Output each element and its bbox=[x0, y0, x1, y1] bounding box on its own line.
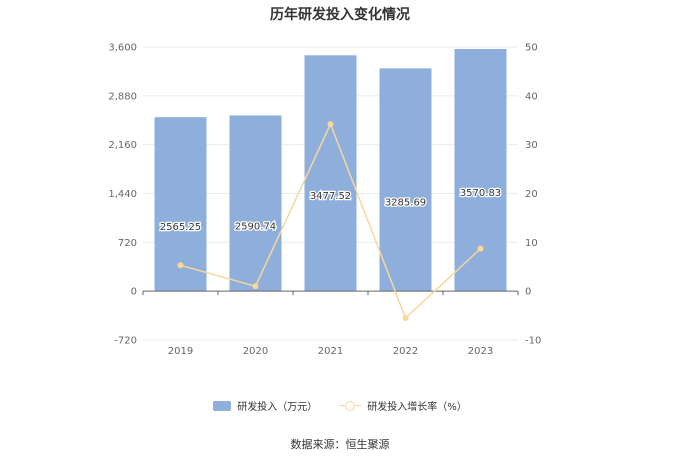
bar bbox=[454, 48, 507, 292]
y-left-tick-label: 0 bbox=[131, 287, 137, 298]
bar-data-label: 3570.83 bbox=[460, 188, 501, 199]
y-right-tick-label: 40 bbox=[525, 91, 538, 102]
x-tick-label: 2020 bbox=[243, 346, 268, 357]
legend-item-rd-investment[interactable]: 研发投入（万元） bbox=[213, 398, 317, 413]
y-right-tick-label: -10 bbox=[525, 336, 541, 347]
y-left-tick-label: 2,160 bbox=[108, 140, 137, 151]
growth-rate-point bbox=[477, 245, 484, 252]
bar bbox=[229, 115, 282, 292]
bar bbox=[379, 68, 432, 292]
legend-label-growth-rate: 研发投入增长率（%） bbox=[367, 402, 467, 413]
y-right-tick-label: 20 bbox=[525, 189, 538, 200]
data-source: 数据来源：恒生聚源 bbox=[290, 438, 390, 451]
bar-data-label: 3477.52 bbox=[310, 191, 351, 202]
y-right-tick-label: 10 bbox=[525, 238, 538, 249]
growth-rate-point bbox=[327, 121, 334, 128]
y-left-tick-label: 2,880 bbox=[108, 91, 137, 102]
x-tick-label: 2021 bbox=[318, 346, 343, 357]
x-tick-label: 2019 bbox=[168, 346, 193, 357]
legend-swatch-bar bbox=[213, 400, 232, 411]
y-left-tick-label: -720 bbox=[114, 336, 137, 347]
chart-title: 历年研发投入变化情况 bbox=[270, 7, 410, 23]
bar-data-label: 2590.74 bbox=[235, 221, 276, 232]
growth-rate-point bbox=[252, 283, 259, 290]
y-right-tick-label: 30 bbox=[525, 140, 538, 151]
bar bbox=[154, 117, 207, 292]
bar-data-label: 2565.25 bbox=[160, 222, 201, 233]
y-left-tick-label: 1,440 bbox=[108, 189, 137, 200]
bar bbox=[304, 55, 357, 292]
bar-data-label: 3285.69 bbox=[385, 198, 426, 209]
y-right-tick-label: 50 bbox=[525, 43, 538, 54]
growth-rate-point bbox=[402, 315, 409, 322]
growth-rate-point bbox=[177, 262, 184, 269]
legend-swatch-line bbox=[339, 400, 362, 411]
legend-item-growth-rate[interactable]: 研发投入增长率（%） bbox=[339, 398, 467, 413]
x-tick-label: 2023 bbox=[468, 346, 493, 357]
y-left-tick-label: 720 bbox=[118, 238, 137, 249]
y-right-tick-label: 0 bbox=[525, 287, 531, 298]
y-left-tick-label: 3,600 bbox=[108, 43, 137, 54]
x-tick-label: 2022 bbox=[393, 346, 418, 357]
chart: -720 -10 0 0 720 10 1,440 20 2,160 30 2,880 40 3,600… bbox=[108, 43, 541, 358]
legend-label-rd-investment: 研发投入（万元） bbox=[237, 402, 318, 413]
legend: 研发投入（万元） 研发投入增长率（%） bbox=[0, 398, 680, 413]
